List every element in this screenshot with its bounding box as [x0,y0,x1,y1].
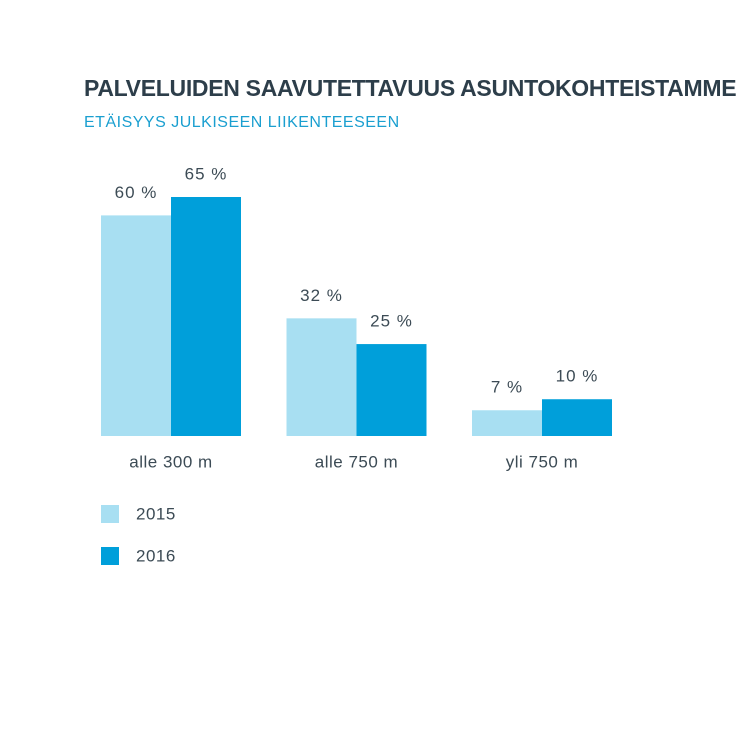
legend-label: 2015 [136,504,176,523]
bar [286,318,357,436]
value-label: 65 % [185,164,228,183]
x-tick-label: yli 750 m [506,452,579,471]
value-label: 7 % [491,378,523,397]
x-tick-label: alle 300 m [129,452,212,471]
value-label: 25 % [370,312,413,331]
x-tick-label: alle 750 m [315,452,398,471]
value-label: 10 % [556,367,599,386]
value-label: 32 % [300,286,343,305]
bar [356,344,427,436]
bar [171,197,241,436]
bar [542,399,612,436]
legend-swatch [101,547,119,565]
value-label: 60 % [115,183,158,202]
chart-subtitle: ETÄISYYS JULKISEEN LIIKENTEESEEN [84,113,400,131]
bar [472,410,542,436]
chart-title: PALVELUIDEN SAAVUTETTAVUUS ASUNTOKOHTEIS… [84,75,736,101]
legend-swatch [101,505,119,523]
legend-label: 2016 [136,546,176,565]
bar [101,215,171,436]
